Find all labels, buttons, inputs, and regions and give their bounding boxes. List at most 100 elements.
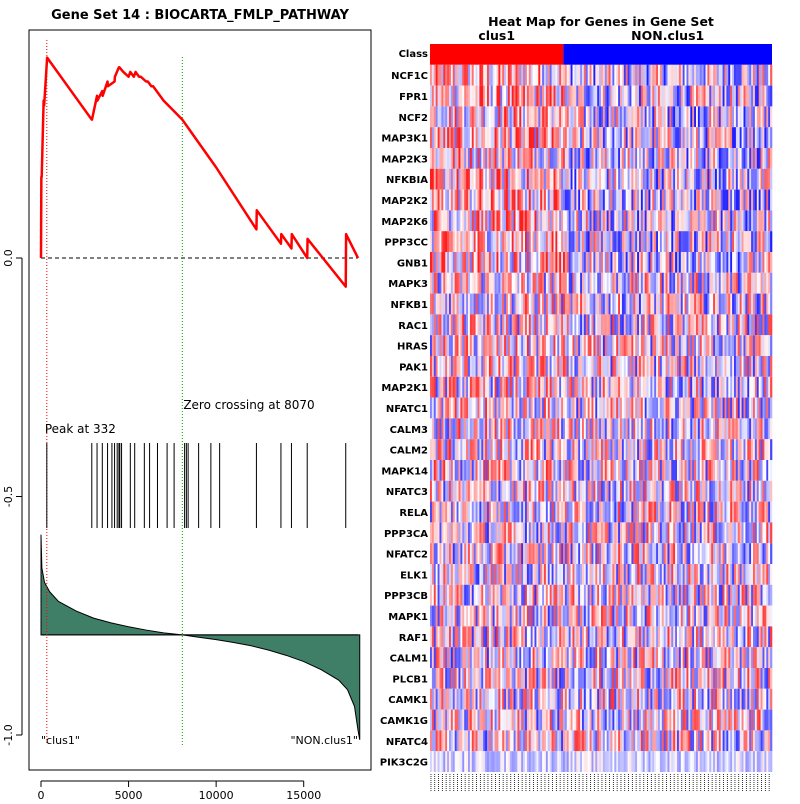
- heatmap-cell: [576, 418, 578, 439]
- heatmap-cell: [635, 190, 637, 211]
- heatmap-cell: [459, 356, 461, 377]
- heatmap-cell: [531, 294, 533, 315]
- heatmap-cell: [441, 65, 443, 86]
- heatmap-cell: [618, 65, 620, 86]
- heatmap-cell: [595, 127, 597, 148]
- heatmap-cell: [694, 65, 696, 86]
- heatmap-cell: [531, 606, 533, 627]
- heatmap-cell: [609, 606, 611, 627]
- heatmap-cell: [669, 86, 671, 107]
- heatmap-cell: [713, 606, 715, 627]
- heatmap-cell: [557, 543, 559, 564]
- heatmap-cell: [523, 398, 525, 419]
- heatmap-cell: [483, 460, 485, 481]
- heatmap-cell: [740, 65, 742, 86]
- heatmap-cell: [468, 606, 470, 627]
- heatmap-cell: [650, 252, 652, 273]
- heatmap-cell: [635, 65, 637, 86]
- heatmap-cell: [707, 418, 709, 439]
- heatmap-cell: [565, 335, 567, 356]
- heatmap-cell: [660, 335, 662, 356]
- heatmap-cell: [567, 377, 569, 398]
- heatmap-cell: [755, 294, 757, 315]
- heatmap-cell: [445, 564, 447, 585]
- heatmap-cell: [738, 210, 740, 231]
- heatmap-cell: [685, 502, 687, 523]
- heatmap-cell: [706, 252, 708, 273]
- heatmap-cell: [683, 439, 685, 460]
- heatmap-cell: [650, 460, 652, 481]
- heatmap-cell: [584, 398, 586, 419]
- heatmap-cell: [497, 169, 499, 190]
- heatmap-cell: [472, 231, 474, 252]
- heatmap-cell: [768, 460, 770, 481]
- heatmap-cell: [768, 418, 770, 439]
- heatmap-cell: [519, 543, 521, 564]
- heatmap-cell: [639, 377, 641, 398]
- heatmap-cell: [474, 190, 476, 211]
- heatmap-cell: [459, 502, 461, 523]
- heatmap-cell: [521, 210, 523, 231]
- heatmap-cell: [561, 460, 563, 481]
- heatmap-cell: [592, 543, 594, 564]
- heatmap-cell: [626, 314, 628, 335]
- heatmap-cell: [764, 65, 766, 86]
- heatmap-cell: [449, 127, 451, 148]
- heatmap-cell: [673, 86, 675, 107]
- heatmap-cell: [514, 294, 516, 315]
- heatmap-cell: [738, 439, 740, 460]
- heatmap-cell: [635, 564, 637, 585]
- heatmap-cell: [664, 543, 666, 564]
- heatmap-cell: [656, 335, 658, 356]
- heatmap-cell: [677, 65, 679, 86]
- heatmap-cell: [548, 210, 550, 231]
- heatmap-cell: [521, 606, 523, 627]
- heatmap-cell: [441, 252, 443, 273]
- heatmap-cell: [599, 522, 601, 543]
- heatmap-cell: [679, 522, 681, 543]
- heatmap-cell: [761, 273, 763, 294]
- heatmap-cell: [445, 190, 447, 211]
- heatmap-cell: [466, 273, 468, 294]
- heatmap-cell: [770, 252, 772, 273]
- heatmap-cell: [552, 210, 554, 231]
- heatmap-cell: [764, 86, 766, 107]
- heatmap-cell: [711, 148, 713, 169]
- heatmap-cell: [599, 543, 601, 564]
- heatmap-cell: [766, 127, 768, 148]
- heatmap-cell: [605, 356, 607, 377]
- heatmap-cell: [516, 314, 518, 335]
- heatmap-cell: [576, 564, 578, 585]
- heatmap-cell: [578, 86, 580, 107]
- heatmap-cell: [645, 481, 647, 502]
- heatmap-cell: [563, 210, 565, 231]
- class-bar-non-clus1: [563, 44, 772, 65]
- heatmap-cell: [702, 169, 704, 190]
- heatmap-cell: [498, 377, 500, 398]
- heatmap-cell: [457, 377, 459, 398]
- heatmap-cell: [662, 252, 664, 273]
- heatmap-cell: [580, 231, 582, 252]
- heatmap-cell: [464, 169, 466, 190]
- heatmap-cell: [462, 210, 464, 231]
- heatmap-cell: [668, 106, 670, 127]
- heatmap-cell: [677, 522, 679, 543]
- heatmap-cell: [707, 606, 709, 627]
- heatmap-cell: [451, 606, 453, 627]
- heatmap-cell: [751, 606, 753, 627]
- heatmap-cell: [650, 210, 652, 231]
- heatmap-cell: [745, 335, 747, 356]
- heatmap-cell: [590, 231, 592, 252]
- heatmap-cell: [597, 481, 599, 502]
- heatmap-cell: [662, 106, 664, 127]
- heatmap-cell: [451, 210, 453, 231]
- heatmap-cell: [540, 106, 542, 127]
- heatmap-cell: [668, 231, 670, 252]
- heatmap-cell: [474, 543, 476, 564]
- heatmap-cell: [624, 377, 626, 398]
- heatmap-cell: [588, 522, 590, 543]
- heatmap-cell: [453, 273, 455, 294]
- heatmap-cell: [725, 252, 727, 273]
- heatmap-cell: [668, 564, 670, 585]
- heatmap-cell: [704, 522, 706, 543]
